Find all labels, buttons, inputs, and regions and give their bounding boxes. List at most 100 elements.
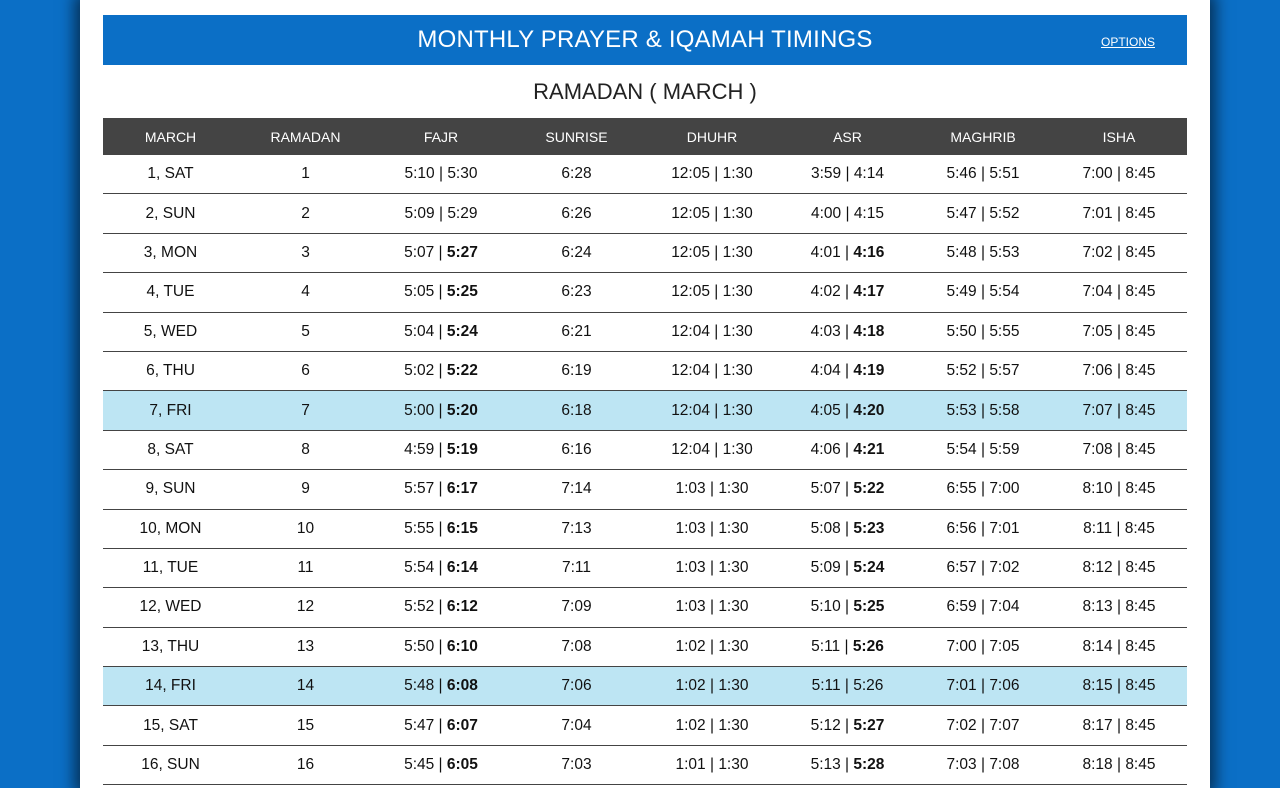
cell-isha-iqamah: 8:45 — [1125, 283, 1156, 301]
cell-asr-adhan: 4:05 — [810, 401, 841, 419]
cell-maghrib-iqamah: 5:54 — [989, 283, 1020, 301]
cell-fajr-adhan: 5:48 — [404, 677, 435, 695]
cell-maghrib-adhan: 5:50 — [946, 322, 977, 340]
cell-asr-adhan: 5:07 — [810, 480, 841, 498]
cell-maghrib-adhan: 6:55 — [946, 480, 977, 498]
cell-fajr-adhan: 5:55 — [404, 519, 435, 537]
cell-fajr: 5:57 | 6:17 — [373, 469, 509, 510]
cell-asr-iqamah: 5:25 — [853, 598, 885, 616]
cell-maghrib: 7:00 | 7:05 — [915, 627, 1051, 668]
cell-fajr-iqamah: 5:27 — [446, 243, 478, 261]
col-header-maghrib: MAGHRIB — [915, 118, 1051, 155]
cell-maghrib-adhan: 5:47 — [946, 204, 977, 222]
cell-isha-iqamah: 8:45 — [1125, 243, 1156, 261]
cell-ramadan-day: 6 — [238, 351, 373, 392]
table-row: 14, FRI 14 5:48 | 6:08 7:06 1:02 | 1:30 5:11 … — [103, 666, 1187, 707]
cell-isha-iqamah: 8:45 — [1125, 677, 1156, 695]
cell-isha-adhan: 7:02 — [1082, 243, 1113, 261]
cell-isha-adhan: 7:04 — [1082, 283, 1113, 301]
cell-asr-adhan: 5:10 — [810, 598, 841, 616]
cell-maghrib-iqamah: 7:05 — [989, 637, 1020, 655]
cell-sunrise: 7:03 — [509, 745, 644, 786]
cell-isha-iqamah: 8:45 — [1125, 598, 1156, 616]
cell-dhuhr-iqamah: 1:30 — [722, 165, 753, 183]
cell-isha-adhan: 8:12 — [1082, 559, 1113, 577]
cell-ramadan-day: 2 — [238, 193, 373, 234]
cell-dhuhr: 12:05 | 1:30 — [644, 193, 780, 234]
cell-dhuhr: 1:02 | 1:30 — [644, 627, 780, 668]
cell-dhuhr: 1:03 | 1:30 — [644, 548, 780, 589]
col-header-fajr: FAJR — [373, 118, 509, 155]
header-banner: MONTHLY PRAYER & IQAMAH TIMINGS OPTIONS — [103, 15, 1187, 65]
cell-isha-adhan: 8:14 — [1082, 637, 1113, 655]
cell-sunrise: 6:16 — [509, 430, 644, 471]
table-row: 13, THU 13 5:50 | 6:10 7:08 1:02 | 1:30 5:11 … — [103, 627, 1187, 668]
cell-asr-iqamah: 5:26 — [852, 637, 884, 655]
cell-isha-iqamah: 8:45 — [1125, 716, 1156, 734]
cell-isha: 8:14 | 8:45 — [1051, 627, 1187, 668]
cell-ramadan-day: 9 — [238, 469, 373, 510]
cell-maghrib-iqamah: 5:53 — [989, 243, 1020, 261]
cell-maghrib-adhan: 5:46 — [946, 165, 977, 183]
cell-ramadan-day: 5 — [238, 312, 373, 352]
cell-fajr: 5:00 | 5:20 — [373, 390, 509, 431]
table-row: 11, TUE 11 5:54 | 6:14 7:11 1:03 | 1:30 5:09 … — [103, 548, 1187, 589]
cell-date: 13, THU — [103, 627, 238, 668]
cell-isha-adhan: 7:07 — [1082, 401, 1113, 419]
cell-maghrib-adhan: 7:00 — [946, 637, 977, 655]
cell-sunrise: 6:24 — [509, 233, 644, 274]
cell-isha-iqamah: 8:45 — [1125, 401, 1156, 419]
cell-date: 11, TUE — [103, 548, 238, 589]
cell-fajr: 5:07 | 5:27 — [373, 233, 509, 274]
cell-dhuhr-iqamah: 1:30 — [718, 480, 749, 498]
cell-fajr: 5:50 | 6:10 — [373, 627, 509, 668]
cell-maghrib-iqamah: 5:51 — [989, 165, 1020, 183]
cell-dhuhr-iqamah: 1:30 — [718, 716, 749, 734]
cell-fajr-adhan: 5:54 — [404, 559, 435, 577]
table-header-row: MARCH RAMADAN FAJR SUNRISE DHUHR ASR MAG… — [103, 118, 1187, 155]
cell-fajr-iqamah: 5:19 — [446, 440, 478, 458]
cell-fajr: 5:52 | 6:12 — [373, 587, 509, 628]
cell-dhuhr-adhan: 1:01 — [675, 756, 706, 774]
cell-dhuhr-adhan: 12:05 — [671, 165, 710, 183]
cell-maghrib-adhan: 5:48 — [946, 243, 977, 261]
options-link[interactable]: OPTIONS — [1100, 35, 1155, 49]
cell-asr-iqamah: 5:22 — [853, 480, 885, 498]
cell-maghrib: 5:54 | 5:59 — [915, 430, 1051, 471]
cell-maghrib-adhan: 5:54 — [946, 440, 977, 458]
cell-asr-iqamah: 5:26 — [853, 677, 884, 695]
cell-sunrise: 6:28 — [509, 155, 644, 195]
cell-asr-adhan: 4:03 — [810, 322, 841, 340]
cell-fajr: 5:55 | 6:15 — [373, 509, 509, 549]
cell-asr-adhan: 5:12 — [810, 716, 841, 734]
cell-fajr-adhan: 5:09 — [404, 204, 435, 222]
cell-asr-iqamah: 5:24 — [853, 559, 885, 577]
cell-isha-adhan: 8:11 — [1083, 519, 1113, 537]
cell-isha: 7:08 | 8:45 — [1051, 430, 1187, 471]
cell-ramadan-day: 4 — [238, 272, 373, 313]
cell-dhuhr-adhan: 1:02 — [675, 716, 706, 734]
cell-maghrib-adhan: 5:52 — [946, 362, 977, 380]
cell-maghrib-adhan: 7:02 — [946, 716, 977, 734]
cell-maghrib-iqamah: 5:57 — [989, 362, 1020, 380]
cell-date: 10, MON — [103, 509, 238, 549]
cell-maghrib-adhan: 6:57 — [946, 559, 977, 577]
cell-dhuhr-adhan: 12:04 — [671, 401, 710, 419]
cell-asr-iqamah: 4:20 — [853, 401, 885, 419]
table-row: 15, SAT 15 5:47 | 6:07 7:04 1:02 | 1:30 5:12 … — [103, 705, 1187, 746]
cell-maghrib-adhan: 5:49 — [946, 283, 977, 301]
cell-dhuhr: 1:03 | 1:30 — [644, 469, 780, 510]
cell-isha-iqamah: 8:45 — [1125, 204, 1156, 222]
table-row: 2, SUN 2 5:09 | 5:29 6:26 12:05 | 1:30 4:00 |… — [103, 193, 1187, 234]
cell-isha-adhan: 8:18 — [1082, 756, 1113, 774]
cell-fajr-adhan: 5:52 — [404, 598, 435, 616]
cell-isha-iqamah: 8:45 — [1125, 165, 1156, 183]
cell-isha-adhan: 8:13 — [1082, 598, 1113, 616]
col-header-isha: ISHA — [1051, 118, 1187, 155]
cell-dhuhr-adhan: 12:04 — [671, 322, 710, 340]
cell-fajr-iqamah: 6:08 — [446, 677, 478, 695]
cell-asr-iqamah: 4:16 — [853, 243, 885, 261]
cell-fajr-adhan: 4:59 — [404, 440, 435, 458]
cell-ramadan-day: 12 — [238, 587, 373, 628]
cell-asr-adhan: 5:11 — [811, 677, 841, 695]
